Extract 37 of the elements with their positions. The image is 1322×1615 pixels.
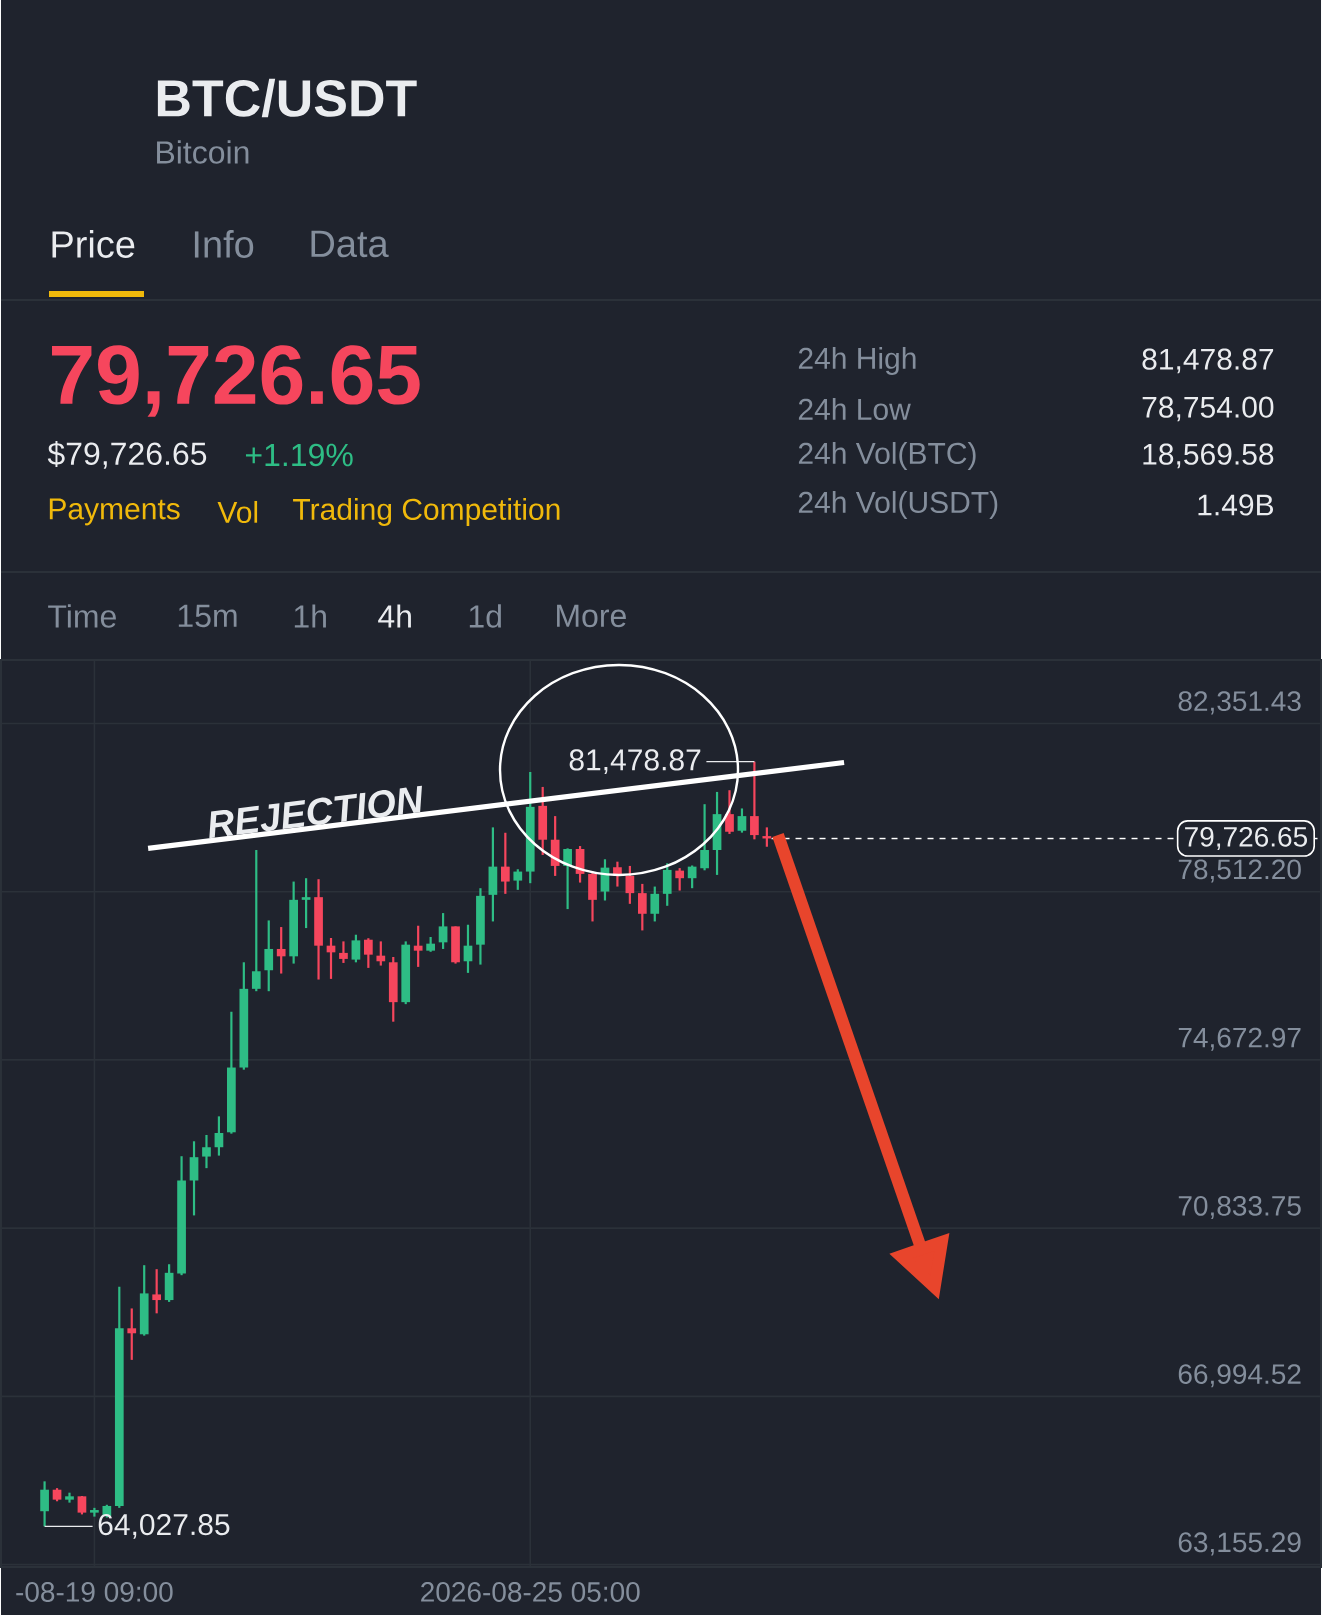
text: Data — [311, 230, 389, 258]
text: 1.49B — [1198, 494, 1274, 516]
text: 24h Vol(BTC) — [798, 442, 976, 470]
text: 15m — [178, 604, 237, 628]
text: Price — [52, 230, 135, 258]
text: 4h — [378, 604, 411, 628]
x-tick-label: -08-19 09:00 — [16, 1582, 173, 1602]
text: Payments — [49, 498, 180, 526]
text: 1h — [294, 604, 326, 628]
annotation: REJECTION — [209, 785, 422, 839]
y-tick-label: 70,833.75 — [1178, 1195, 1301, 1220]
text: 24h Low — [798, 397, 911, 420]
text: $79,726.65 — [47, 441, 207, 469]
y-tick-label: 66,994.52 — [1178, 1364, 1301, 1388]
y-tick-label: 82,351.43 — [1178, 691, 1301, 715]
annotation: 81,478.87 — [569, 749, 701, 775]
text: 18,569.58 — [1143, 443, 1274, 469]
text: 81,478.87 — [1142, 348, 1274, 374]
text: 24h Vol(USDT) — [798, 491, 998, 519]
text: Vol — [217, 500, 258, 523]
y-tick-label: 74,672.97 — [1178, 1027, 1301, 1051]
y-tick-label: 63,155.29 — [1178, 1532, 1301, 1556]
text: 24h High — [798, 347, 916, 375]
text: 78,754.00 — [1142, 396, 1274, 422]
annotation: 64,027.85 — [98, 1513, 230, 1539]
text: 1d — [469, 604, 501, 628]
text: +1.19% — [245, 443, 353, 467]
text: Trading Competition — [293, 498, 560, 526]
text: Time — [48, 604, 116, 628]
chart-subtitle: Bitcoin — [157, 140, 249, 164]
x-tick-label: 2026-08-25 05:00 — [421, 1582, 640, 1602]
text: Info — [194, 230, 254, 258]
chart-title: BTC/USDT — [157, 78, 417, 118]
ref-line-label: 79,726.65 — [1185, 826, 1308, 851]
text: 79,726.65 — [52, 345, 420, 417]
y-tick-label: 78,512.20 — [1178, 859, 1301, 883]
text: More — [557, 604, 626, 628]
